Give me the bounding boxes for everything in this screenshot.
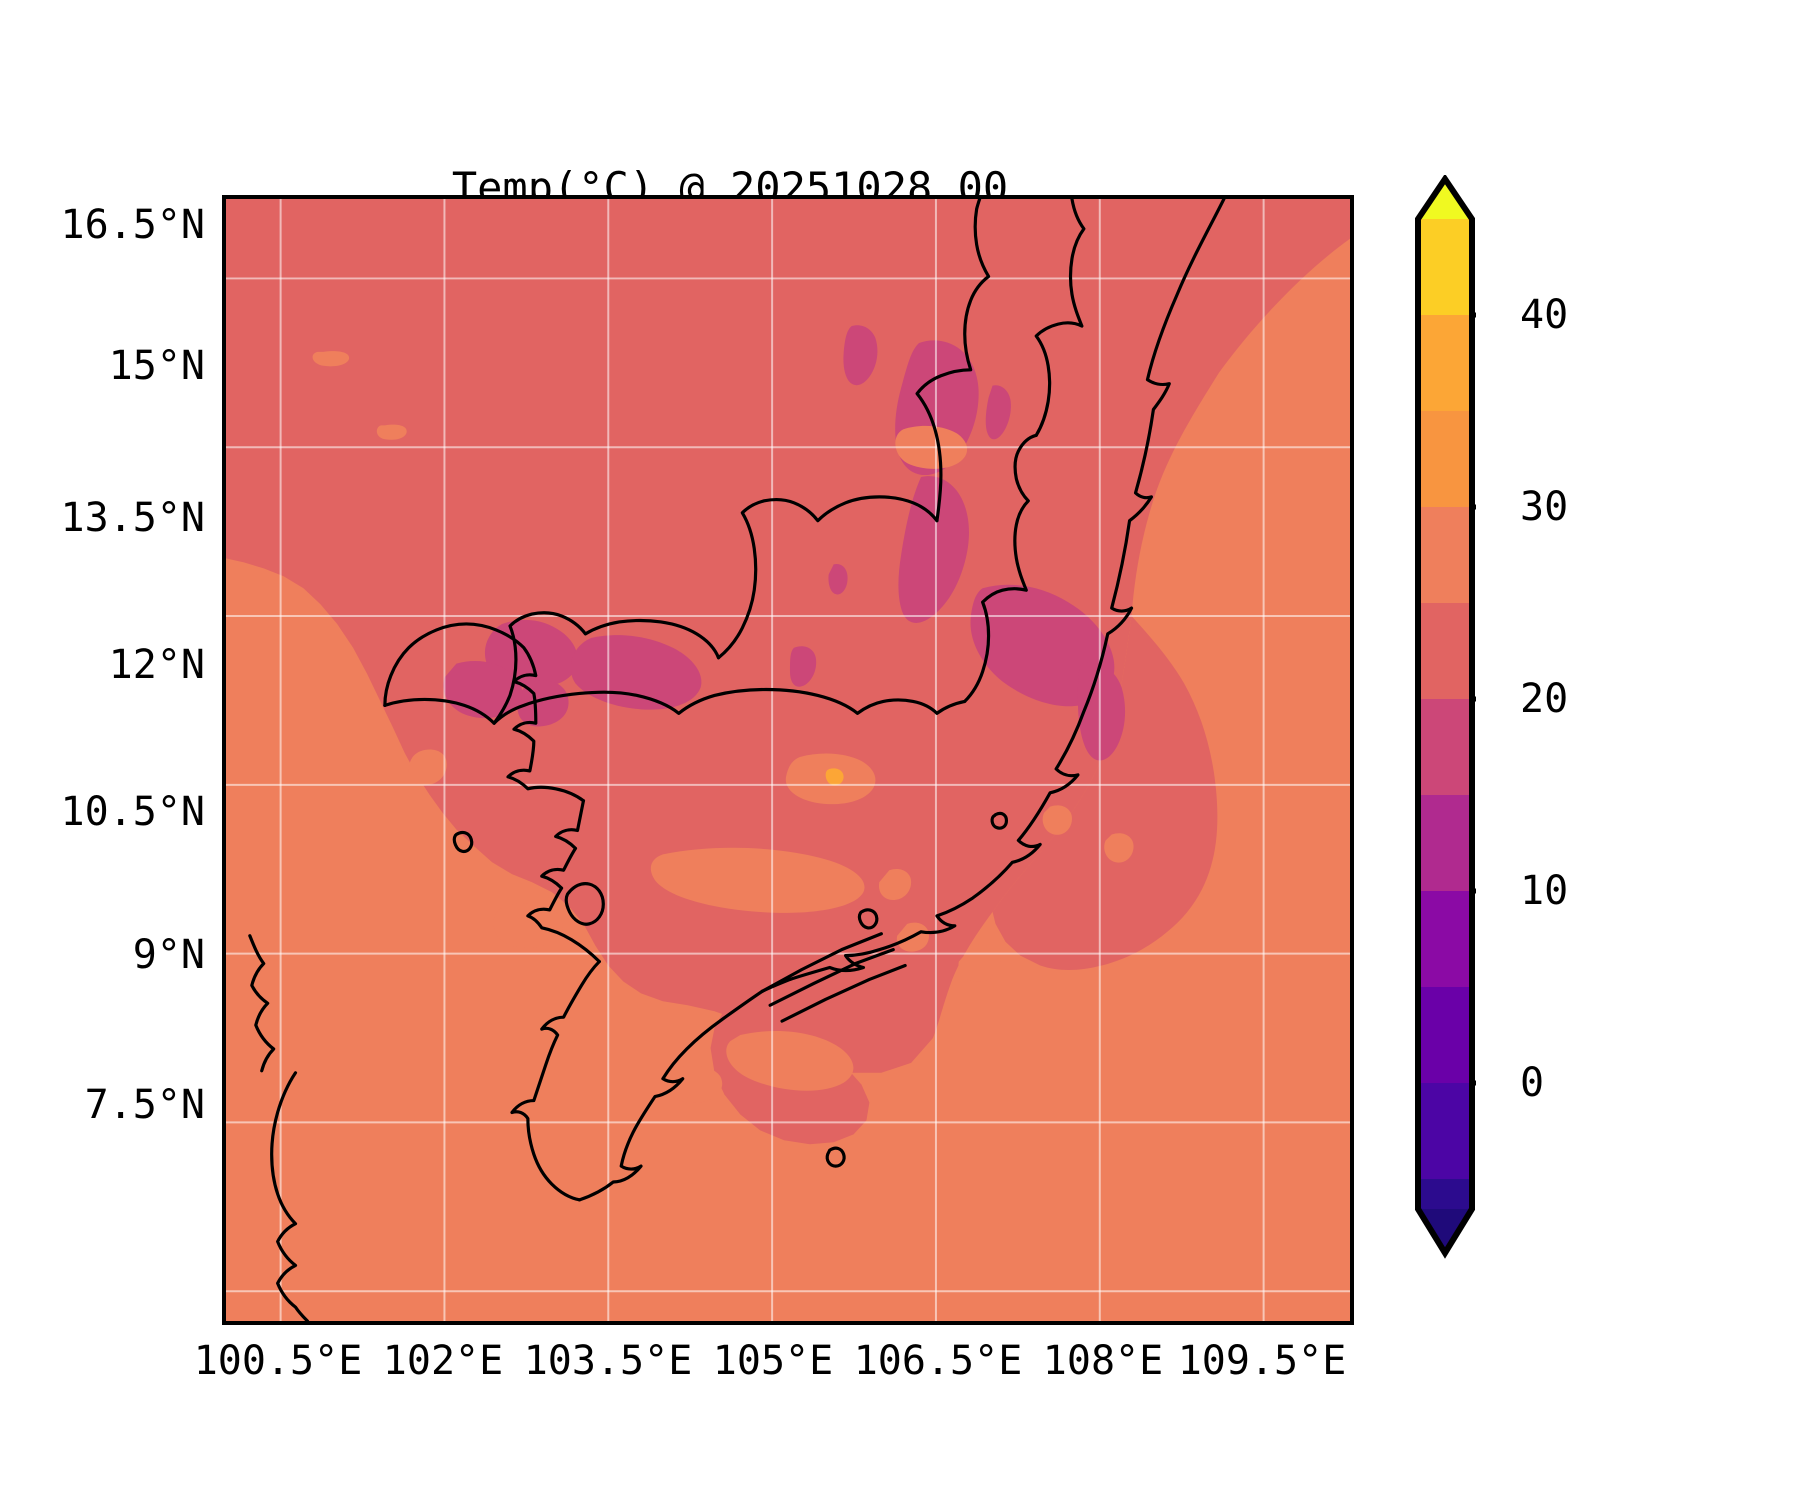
colorbar-band-35-40 (1418, 315, 1472, 411)
colorbar-band-5-10 (1418, 891, 1472, 987)
colorbar-swatches (1415, 175, 1476, 1259)
river-branch-3 (780, 963, 907, 1023)
coastline-vietnam-east (760, 199, 1226, 993)
colorbar-label-40: 40 (1520, 292, 1569, 338)
coastline-peninsula-west (270, 1071, 310, 1321)
colorbar-label-10: 10 (1520, 868, 1569, 914)
colorbar[interactable] (1414, 175, 1476, 1260)
colorbar-label-20: 20 (1520, 676, 1569, 722)
hot-patch-1 (825, 768, 844, 786)
warm-patch-delta-2 (666, 1065, 723, 1103)
warm-patch-nw-sliver-2 (376, 424, 407, 440)
ytick-label-13.5N: 13.5°N (60, 495, 206, 541)
warm-patch-east-tip-2 (1104, 833, 1134, 863)
coastline-mekong-delta (577, 989, 764, 1202)
warm-patch-west-small-1 (408, 749, 447, 786)
coastline-cambodia-sw (526, 799, 601, 964)
band-20-25-coastal (992, 616, 1218, 971)
gridlines (226, 199, 1350, 1321)
colorbar-over-arrow (1418, 179, 1472, 219)
xtick-label-100.5E: 100.5°E (193, 1338, 363, 1384)
colorbar-band-40-45 (1418, 219, 1472, 315)
coastline-gulf-east (510, 959, 601, 1202)
colorbar-band-m5-0 (1418, 1083, 1472, 1179)
border-cambodia-north (492, 611, 721, 725)
colorbar-band-0-5 (1418, 987, 1472, 1083)
colorbar-band-25-30 (1418, 507, 1472, 603)
xtick-label-105E: 105°E (712, 1338, 834, 1384)
colorbar-label-0: 0 (1520, 1060, 1545, 1106)
river-mekong-branches (760, 932, 883, 993)
colorbar-label-30: 30 (1520, 484, 1569, 530)
river-branch-2 (768, 948, 895, 1007)
warm-patch-sw-coast (493, 903, 564, 949)
island-con-dao (825, 1146, 846, 1168)
coastline-and-borders (248, 199, 1226, 1321)
colorbar-band-30-35 (1418, 411, 1472, 507)
warm-patch-mekong-belt (650, 847, 865, 913)
border-vietnam-laos (1034, 199, 1086, 437)
colorbar-under-arrow (1418, 1209, 1472, 1253)
border-cambodia-vietnam (963, 433, 1038, 704)
band-25-30-inland-group (312, 351, 1134, 1103)
colorbar-outline (1415, 175, 1475, 1259)
colorbar-band-lowest (1418, 1179, 1472, 1209)
map-axes[interactable] (222, 195, 1354, 1325)
colorbar-band-15-20 (1418, 699, 1472, 795)
warm-patch-east-tip (1042, 805, 1072, 835)
ytick-label-16.5N: 16.5°N (60, 202, 206, 248)
border-cambodia-thailand (383, 687, 967, 725)
island-small-2 (857, 908, 879, 930)
xtick-label-109.5E: 109.5°E (1177, 1338, 1347, 1384)
band-30-35-group (825, 768, 844, 786)
colorbar-band-20-25 (1418, 603, 1472, 699)
temperature-contour-map (226, 199, 1350, 1321)
coastline-peninsula-notch (248, 934, 276, 1073)
highland-ne-spur (985, 385, 1011, 440)
colorbar-band-10-15 (1418, 795, 1472, 891)
xtick-label-108E: 108°E (1042, 1338, 1164, 1384)
highland-nw-tiny-1 (828, 564, 848, 595)
ytick-label-7.5N: 7.5°N (84, 1082, 205, 1128)
warm-patch-nw-sliver (312, 351, 350, 367)
warm-patch-delta-1 (726, 1030, 854, 1091)
highland-annamite-belt (898, 476, 969, 623)
coastline-thailand-gulf (383, 622, 586, 803)
ytick-label-15N: 15°N (108, 343, 205, 389)
border-laos-north (915, 199, 991, 523)
xtick-label-102E: 102°E (382, 1338, 504, 1384)
island-phu-quoc (564, 882, 605, 926)
ytick-label-12N: 12°N (108, 642, 205, 688)
warm-patch-east-small-1 (878, 868, 912, 901)
xtick-label-106.5E: 106.5°E (853, 1338, 1023, 1384)
island-small-3 (452, 830, 474, 853)
xtick-label-103.5E: 103.5°E (523, 1338, 693, 1384)
highland-mid-small-1 (789, 646, 817, 687)
island-small-1 (990, 811, 1009, 830)
band-20-25-landmass (226, 199, 1350, 1073)
highland-nw-small (843, 325, 878, 386)
ytick-label-10.5N: 10.5°N (60, 789, 206, 835)
highland-east-lower (1077, 662, 1126, 761)
border-laos-thailand (716, 495, 939, 660)
ytick-label-9N: 9°N (132, 932, 205, 978)
